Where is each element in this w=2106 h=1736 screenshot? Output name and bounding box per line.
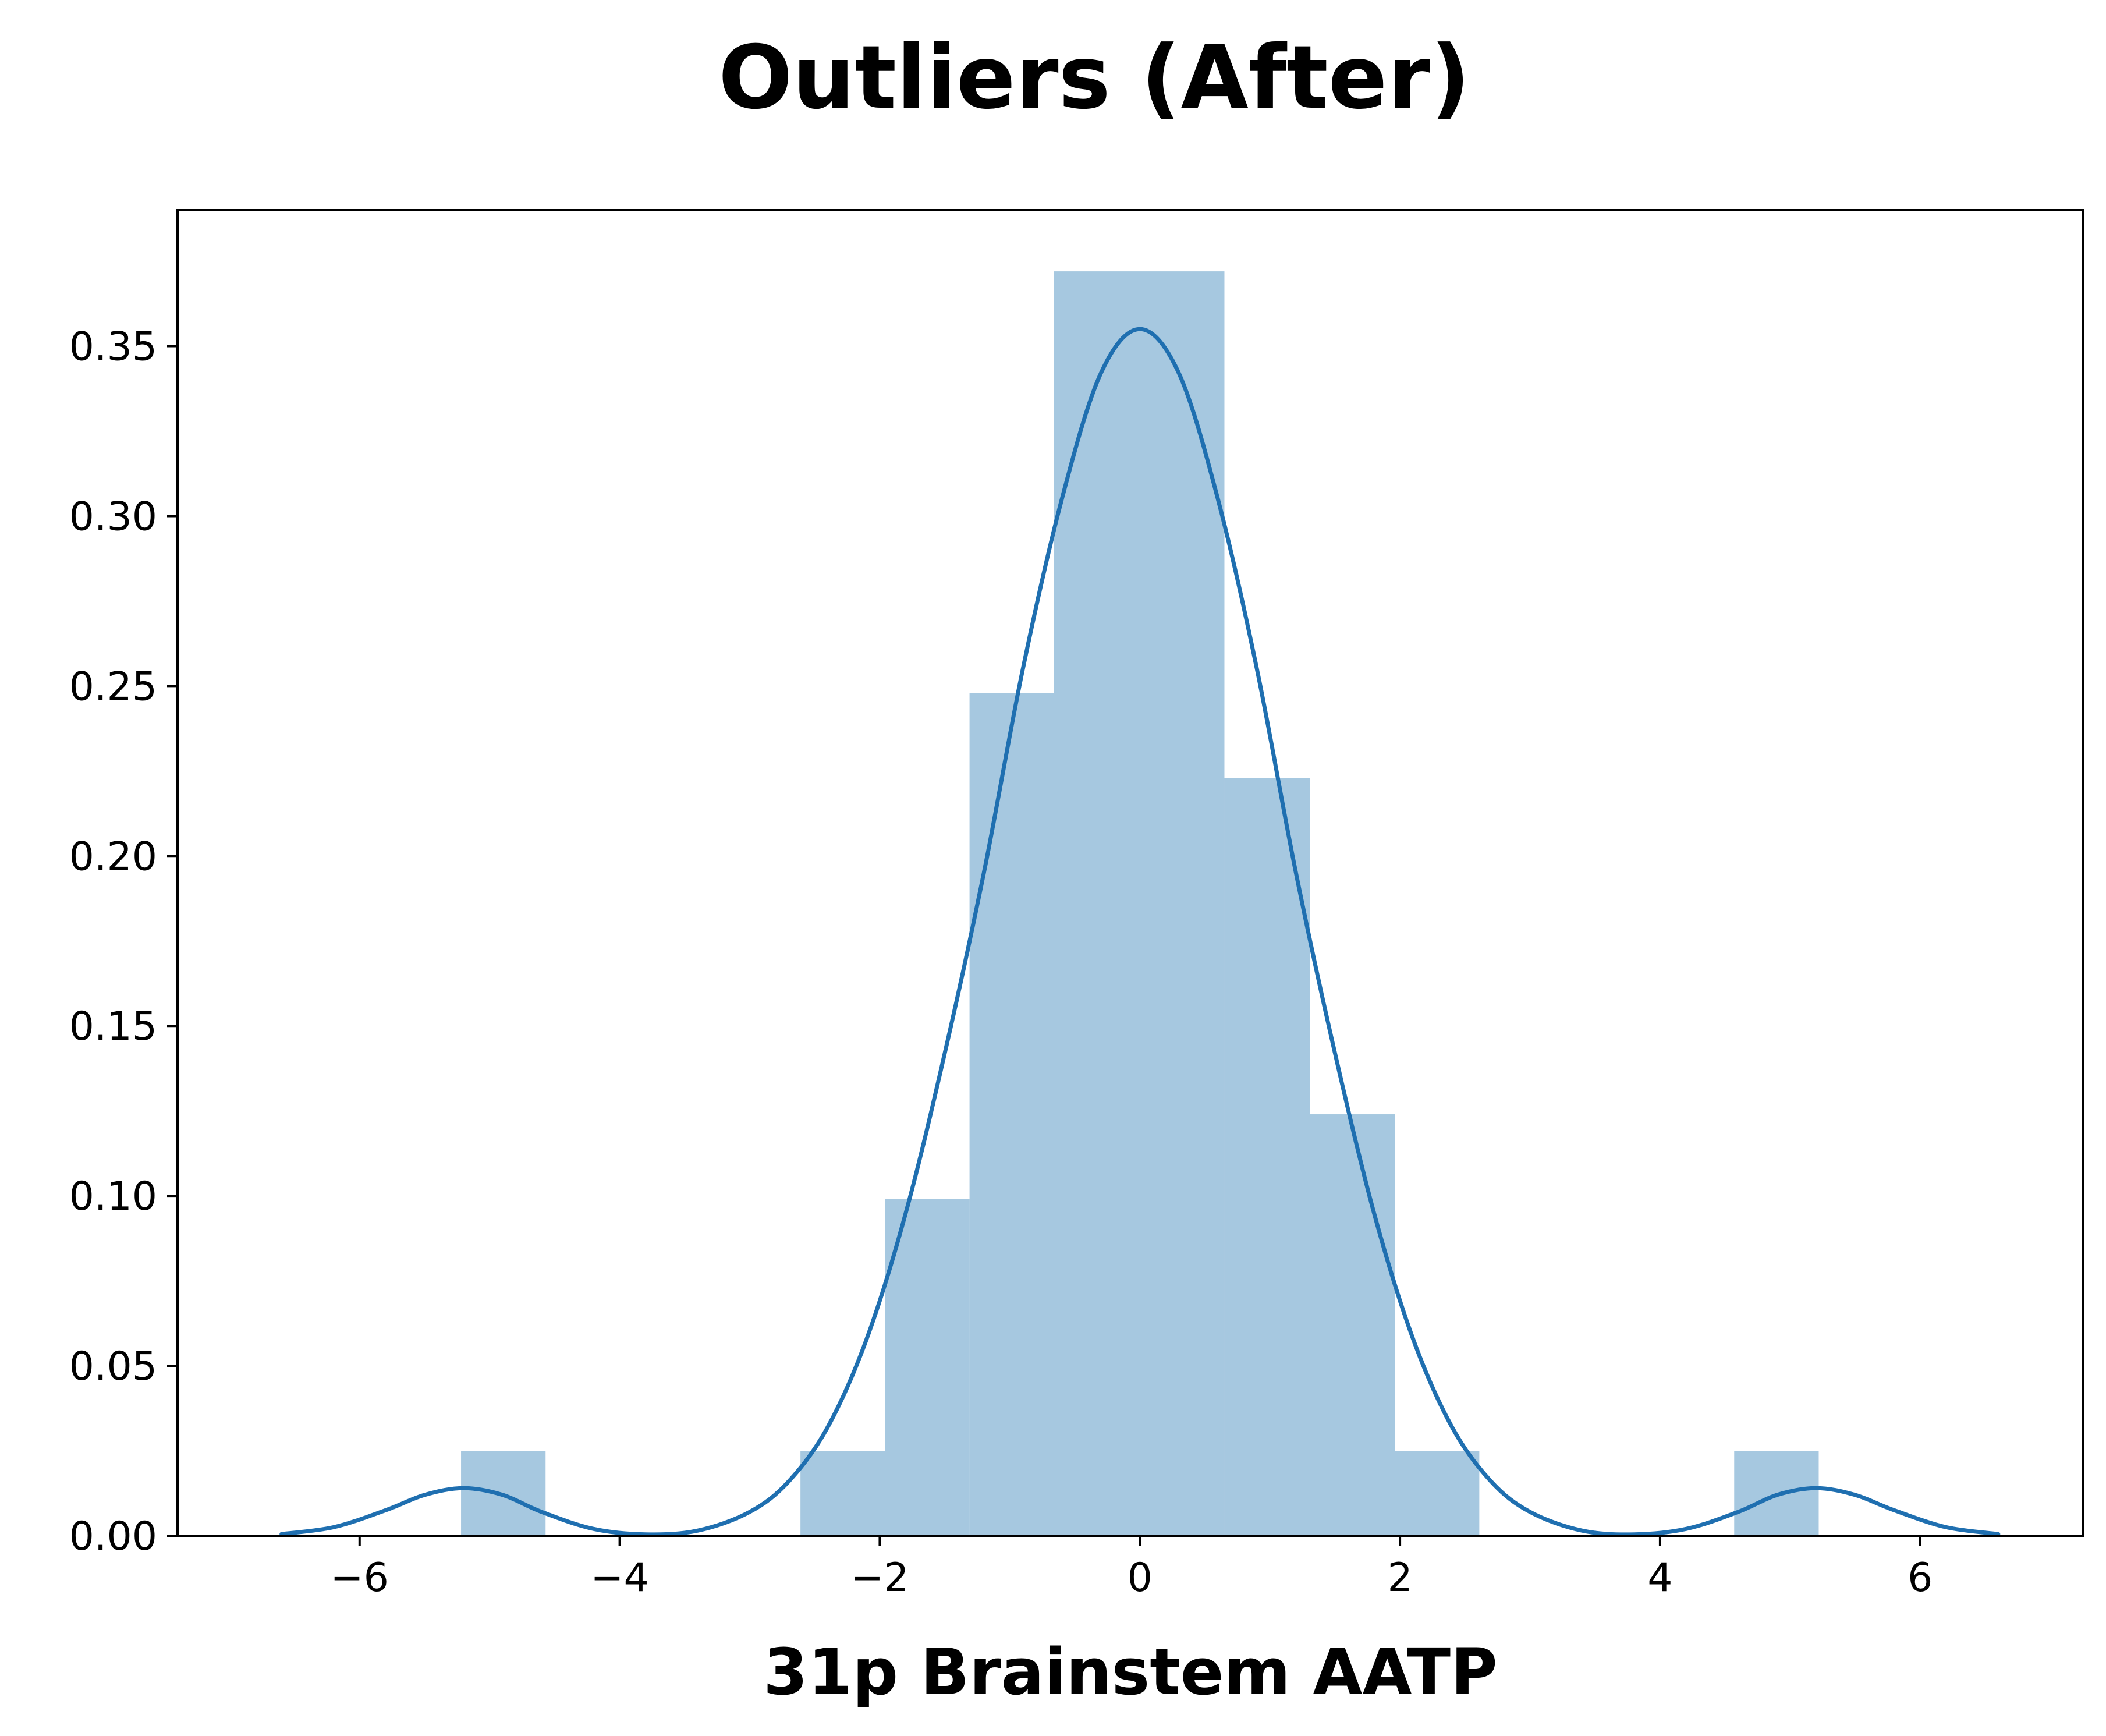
x-tick-label: 6 xyxy=(1908,1555,1933,1601)
histogram-bar-6 xyxy=(1224,778,1310,1536)
y-tick-label: 0.05 xyxy=(69,1344,157,1390)
histogram-bar-5 xyxy=(1054,271,1225,1536)
chart-title: Outliers (After) xyxy=(718,27,1470,129)
y-tick-label: 0.00 xyxy=(69,1514,157,1560)
kde-line xyxy=(279,327,2001,1537)
x-tick-label: −6 xyxy=(331,1555,389,1601)
x-tick-label: 0 xyxy=(1128,1555,1153,1601)
x-tick-label: −4 xyxy=(590,1555,648,1601)
y-tick-label: 0.10 xyxy=(69,1174,157,1220)
y-tick-label: 0.15 xyxy=(69,1004,157,1050)
histogram-bar-3 xyxy=(885,1199,970,1536)
histogram-bar-8 xyxy=(1395,1451,1480,1536)
y-axis-ticks: 0.00 0.05 0.10 0.15 0.20 0.25 0.30 0.35 xyxy=(69,324,178,1560)
y-tick-label: 0.30 xyxy=(69,494,157,540)
y-tick-label: 0.20 xyxy=(69,834,157,880)
histogram-bar-4 xyxy=(969,693,1054,1536)
y-tick-label: 0.25 xyxy=(69,664,157,710)
histogram-bar-7 xyxy=(1310,1114,1395,1536)
plot-area-frame xyxy=(176,209,2084,1537)
x-tick-label: 2 xyxy=(1387,1555,1412,1601)
kde-curve-layer xyxy=(279,327,2001,1537)
x-tick-label: −2 xyxy=(850,1555,909,1601)
x-tick-label: 4 xyxy=(1647,1555,1672,1601)
histogram-bar-2 xyxy=(800,1451,885,1536)
y-tick-label: 0.35 xyxy=(69,324,157,370)
histogram-bars xyxy=(461,271,1819,1536)
x-axis-ticks: −6 −4 −2 0 2 4 6 xyxy=(331,1536,1933,1601)
x-axis-label: 31p Brainstem AATP xyxy=(763,1635,1497,1709)
